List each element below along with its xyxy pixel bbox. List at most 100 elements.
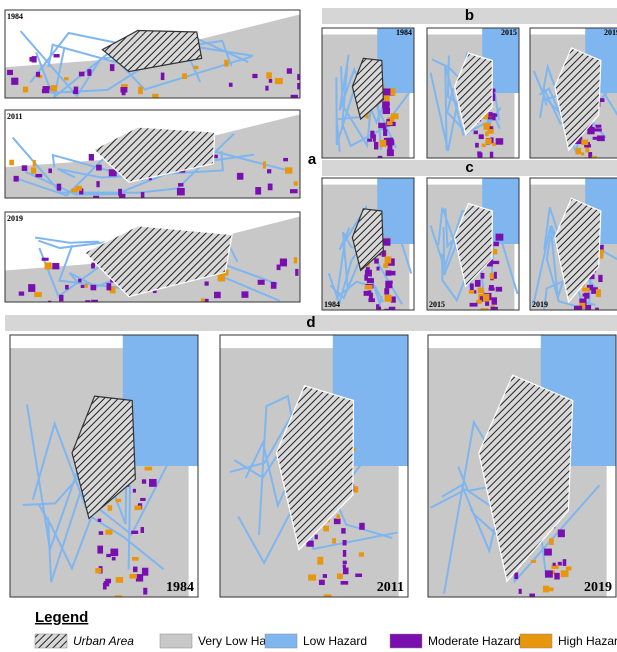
hazard-cell [475,143,479,148]
hazard-cell [385,295,392,302]
hazard-cell [315,535,318,540]
hazard-cell [383,263,388,267]
hazard-cell [9,160,14,166]
hazard-cell [337,573,343,579]
hazard-cell [140,498,145,501]
hazard-cell [142,479,146,483]
map-content [428,335,616,610]
hazard-cell [368,290,372,294]
map [5,110,303,201]
hazard-cell [43,86,50,89]
hazard-cell [566,566,572,570]
map-content [10,335,198,610]
hazard-cell [383,126,386,130]
hazard-cell [224,60,228,67]
hazard-cell [22,165,27,171]
map-year: 2015 [429,300,445,309]
hazard-cell [469,290,474,294]
hazard-cell [241,291,248,297]
hazard-cell [386,270,392,275]
map [322,28,414,165]
hazard-cell [65,285,69,290]
hazard-cell [130,574,137,579]
panel-label: a [308,151,317,168]
hazard-cell [149,479,157,487]
hazard-cell [359,523,365,530]
hazard-cell [218,275,225,282]
hazard-cell [390,88,395,95]
hazard-cell [588,152,592,158]
hazard-cell [96,181,99,187]
hazard-cell [79,72,85,77]
hazard-cell [35,174,42,177]
hazard-cell [332,538,336,543]
hazard-cell [136,574,143,581]
hazard-cell [145,467,152,471]
hazard-cell [134,506,141,511]
map [5,212,300,308]
hazard-cell [475,280,481,287]
hazard-cell [229,83,233,87]
hazard-cell [492,261,499,264]
hazard-cell [105,530,112,535]
map [530,28,617,165]
hazard-cell [252,74,257,78]
hazard-cell [485,301,489,306]
hazard-cell [266,72,271,79]
hazard-cell [367,278,374,283]
hazard-cell [96,165,102,171]
hazard-cell [295,269,298,276]
hazard-cell [54,54,60,57]
map-content [5,10,305,102]
hazard-cell [385,256,392,263]
hazard-cell [598,275,602,282]
hazard-cell [104,581,110,586]
hazard-cell [23,87,28,93]
hazard-cell [478,152,483,160]
hazard-cell [478,287,484,293]
hazard-cell [553,563,556,566]
hazard-cell [265,86,268,91]
hazard-cell [514,572,518,579]
hazard-cell [489,288,495,291]
legend-label: High Hazard [558,634,617,648]
hazard-cell [596,289,601,297]
hazard-cell [275,78,283,84]
hazard-cell [258,280,265,285]
hazard-cell [263,161,266,168]
hazard-cell [271,282,277,289]
map-year: 2019 [604,28,617,37]
hazard-cell [384,288,389,294]
hazard-cell [90,285,96,290]
figure: a198420112019b198420152019c198420152019d… [0,0,617,652]
hazard-cell [141,192,145,197]
legend-label: Urban Area [73,634,134,648]
map [530,178,617,317]
hazard-cell [596,125,602,128]
hazard-cell [122,91,126,96]
hazard-cell [76,186,82,191]
map-year: 2015 [501,28,517,37]
hazard-cell [28,284,35,292]
hazard-cell [182,73,187,79]
hazard-cell [493,242,498,246]
hazard-cell [34,292,42,297]
hazard-cell [470,303,478,307]
map-year: 2011 [7,112,23,121]
hazard-cell [343,565,346,568]
hazard-cell [287,68,292,73]
map [427,28,519,165]
hazard-cell [51,85,57,91]
hazard-cell [19,292,24,296]
hazard-cell [370,131,374,139]
legend-swatch [265,634,297,648]
map-content [427,178,519,317]
hazard-cell [374,258,379,263]
hazard-cell [343,561,347,565]
hazard-cell [317,557,323,565]
hazard-cell [97,546,103,554]
legend-title: Legend [35,609,88,626]
hazard-cell [178,183,183,186]
hazard-cell [593,137,597,140]
hazard-cell [81,285,85,288]
